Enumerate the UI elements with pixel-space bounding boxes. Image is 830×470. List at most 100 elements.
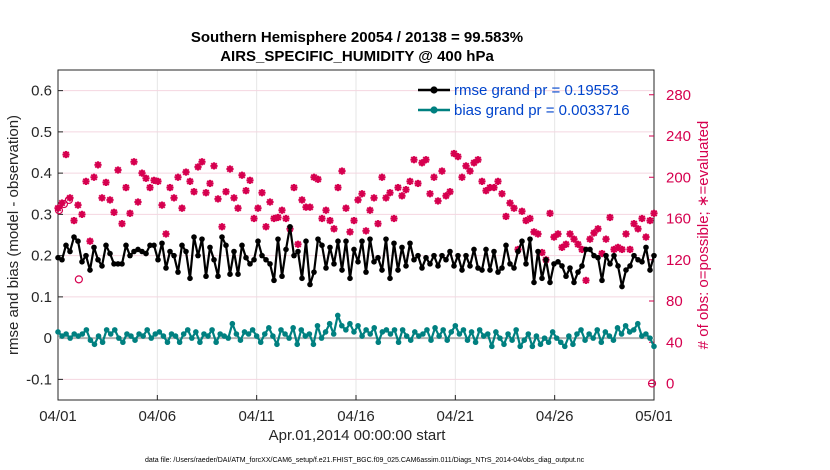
x-tick-label: 04/16 (337, 408, 375, 425)
bias-point (99, 339, 106, 346)
obs-evaluated-point (306, 203, 314, 211)
obs-evaluated-point (158, 201, 166, 209)
rmse-point (439, 252, 445, 259)
y-tick-label: 0.5 (31, 124, 52, 141)
obs-evaluated-point (546, 209, 554, 217)
obs-evaluated-point (230, 194, 238, 202)
obs-evaluated-point (562, 240, 570, 248)
obs-evaluated-point (390, 214, 398, 223)
rmse-point (123, 242, 129, 249)
rmse-point (575, 269, 581, 275)
obs-evaluated-point (130, 158, 138, 166)
obs-evaluated-point (398, 192, 406, 200)
rmse-point (427, 261, 433, 267)
rmse-point (311, 269, 317, 275)
rmse-point (343, 238, 349, 244)
obs-evaluated-point (106, 196, 114, 204)
y-axis-label: rmse and bias (model - observation) (5, 115, 22, 355)
obs-evaluated-point (66, 194, 74, 202)
obs-evaluated-point (118, 220, 126, 228)
obs-evaluated-point (630, 220, 638, 228)
bias-point (590, 335, 596, 341)
bias-point (586, 331, 592, 337)
bias-point (549, 329, 556, 335)
rmse-point (299, 275, 305, 282)
rmse-point (647, 267, 653, 273)
obs-evaluated-point (194, 163, 202, 171)
rmse-point (95, 256, 101, 263)
bias-point (521, 337, 528, 343)
y2-tick-label: 80 (666, 293, 683, 310)
obs-evaluated-point (202, 189, 210, 197)
obs-evaluated-point (402, 186, 410, 194)
bias-point (602, 329, 609, 335)
rmse-point (435, 263, 441, 269)
rmse-point (359, 238, 365, 244)
obs-evaluated-point (526, 214, 534, 223)
rmse-point (267, 261, 273, 267)
rmse-point (351, 246, 357, 253)
bias-point (440, 327, 446, 333)
rmse-point (467, 263, 473, 269)
rmse-point (203, 273, 209, 280)
rmse-point (291, 252, 297, 259)
bias-point (468, 329, 475, 335)
bias-point (298, 327, 305, 333)
obs-evaluated-point (362, 227, 370, 235)
bias-point (622, 322, 629, 329)
bias-point (651, 343, 657, 350)
rmse-point (363, 269, 369, 275)
data-file-note: data file: /Users/raeder/DAI/ATM_forcXX/… (145, 457, 585, 464)
obs-evaluated-point (646, 216, 654, 225)
rmse-point (539, 275, 545, 282)
bias-point (233, 331, 240, 337)
rmse-point (119, 261, 125, 267)
bias-point (411, 329, 418, 335)
obs-evaluated-point (570, 235, 578, 243)
y2-tick-label: 200 (666, 169, 691, 186)
bias-point (188, 335, 195, 341)
rmse-point (347, 275, 353, 282)
obs-evaluated-point (346, 228, 354, 236)
y-tick-label: -0.1 (26, 371, 52, 388)
rmse-point (251, 256, 257, 263)
bias-point (566, 333, 572, 339)
obs-evaluated-point (126, 209, 134, 217)
rmse-point (159, 240, 165, 247)
bias-point (270, 333, 276, 339)
rmse-point (199, 236, 205, 242)
bias-point (318, 335, 325, 341)
bias-point (513, 327, 519, 333)
rmse-point (511, 265, 517, 271)
bias-point (229, 320, 236, 327)
bias-point (63, 331, 69, 337)
obs-evaluated-point (510, 204, 518, 212)
rmse-point (531, 279, 537, 286)
bias-point (87, 337, 94, 343)
obs-evaluated-point (462, 162, 470, 170)
rmse-point (83, 252, 89, 259)
obs-evaluated-point (166, 183, 174, 192)
rmse-point (75, 238, 81, 244)
rmse-point (151, 242, 157, 249)
rmse-point (471, 246, 477, 253)
bias-point (428, 337, 434, 343)
rmse-point (63, 242, 69, 249)
obs-evaluated-point (606, 213, 614, 222)
rmse-point (79, 259, 85, 265)
obs-evaluated-point (354, 196, 362, 204)
bias-point (444, 337, 451, 343)
bias-point (574, 331, 580, 337)
bias-point (347, 320, 353, 327)
obs-evaluated-point (538, 248, 546, 257)
bias-point (545, 339, 552, 346)
bias-point (245, 331, 252, 337)
bias-point (618, 331, 625, 337)
bias-point (533, 333, 540, 339)
y-tick-label: 0.1 (31, 289, 52, 306)
y2-tick-label: 0 (666, 376, 674, 393)
rmse-point (303, 238, 309, 244)
rmse-point (143, 250, 149, 257)
rmse-point (399, 244, 405, 251)
bias-point (116, 335, 122, 341)
